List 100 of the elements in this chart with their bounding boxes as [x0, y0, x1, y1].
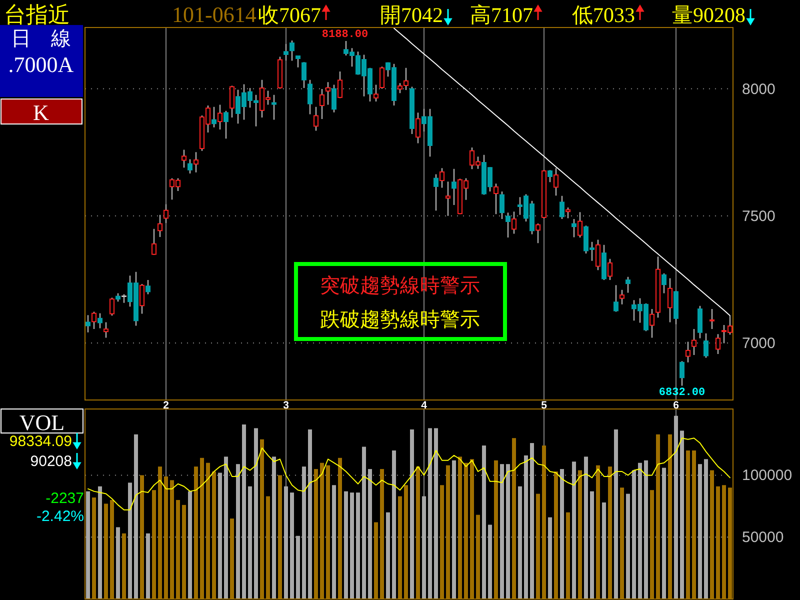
candlestick	[110, 297, 114, 316]
chart-subtitle: 101-0614	[172, 2, 256, 27]
candlestick	[494, 183, 498, 215]
text: 收7067	[258, 3, 321, 27]
bar	[242, 424, 246, 599]
x-tick-label: 6	[673, 400, 680, 412]
x-tick-label: 5	[541, 400, 548, 412]
text: -2237	[46, 490, 84, 507]
bar	[572, 462, 576, 599]
candlestick	[290, 40, 294, 62]
candlestick	[140, 284, 144, 314]
candlestick	[98, 312, 102, 329]
y-tick-label: 50000	[742, 529, 784, 546]
bar	[506, 464, 510, 599]
bar	[488, 524, 492, 599]
bar	[644, 460, 648, 599]
candlestick	[320, 88, 324, 120]
bar	[128, 482, 132, 599]
y-tick-label: 7500	[742, 208, 776, 225]
text: 日 線	[11, 28, 71, 50]
candlestick	[224, 110, 228, 140]
candlestick	[332, 84, 336, 113]
candlestick	[86, 314, 90, 333]
bar	[284, 486, 288, 599]
bar	[86, 491, 90, 599]
candlestick	[314, 106, 318, 132]
candlestick	[218, 104, 222, 130]
candlestick	[698, 305, 702, 339]
bar	[350, 492, 354, 599]
bar	[428, 428, 432, 599]
bar	[524, 455, 528, 599]
candlestick	[308, 79, 312, 115]
candlestick	[626, 276, 630, 294]
candlestick	[338, 70, 342, 99]
text: K	[33, 100, 50, 125]
bar	[638, 462, 642, 599]
candlestick	[680, 360, 684, 386]
candlestick	[500, 191, 504, 220]
text: -2.42%	[36, 508, 84, 525]
candlestick	[704, 332, 708, 358]
bar	[362, 446, 366, 599]
text: 低7033	[572, 3, 635, 27]
candlestick	[560, 195, 564, 220]
x-tick-label: 3	[283, 400, 290, 412]
chart-title: 台指近	[4, 2, 70, 27]
y-tick-label: 100000	[742, 467, 792, 484]
candlestick	[668, 278, 672, 323]
bar	[98, 486, 102, 599]
candlestick	[92, 311, 96, 330]
candlestick	[146, 279, 150, 295]
candlestick	[152, 228, 156, 256]
bar	[704, 459, 708, 599]
bar	[626, 494, 630, 599]
bar	[698, 464, 702, 599]
bar	[422, 496, 426, 599]
text: 高7107	[470, 3, 533, 27]
candlestick	[716, 334, 720, 354]
text: 開7042	[380, 3, 443, 27]
candlestick	[326, 82, 330, 106]
bar	[590, 491, 594, 599]
candlestick	[230, 85, 234, 118]
candlestick	[374, 84, 378, 102]
bar	[602, 502, 606, 599]
candlestick	[506, 212, 510, 238]
bar	[332, 485, 336, 599]
candlestick	[158, 214, 162, 238]
bar	[134, 434, 138, 599]
bar	[224, 456, 228, 599]
candlestick	[194, 152, 198, 173]
text: VOL	[19, 410, 65, 435]
bar	[248, 486, 252, 599]
candlestick	[434, 174, 438, 212]
x-tick-label: 4	[421, 400, 428, 412]
candlestick	[614, 284, 618, 312]
bar	[218, 472, 222, 599]
candlestick	[446, 181, 450, 216]
bar	[290, 492, 294, 599]
candlestick	[212, 106, 216, 128]
candlestick	[272, 94, 276, 120]
bar	[518, 486, 522, 599]
annotation: 6832.00	[658, 387, 706, 399]
bar	[386, 512, 390, 599]
candlestick	[548, 170, 552, 183]
annotation: 8188.00	[322, 29, 368, 41]
candlestick	[380, 66, 384, 90]
candlestick	[164, 204, 168, 224]
candlestick	[104, 322, 108, 338]
bar	[680, 430, 684, 599]
line-series	[88, 438, 730, 510]
bar	[272, 456, 276, 599]
candlestick	[566, 207, 570, 219]
bar	[296, 536, 300, 599]
annotation: 跌破趨勢線時警示	[320, 309, 480, 331]
bar	[254, 428, 258, 599]
bar	[116, 527, 120, 599]
candlestick	[296, 55, 300, 68]
candlestick	[452, 168, 456, 206]
candlestick	[188, 158, 192, 174]
bar	[410, 429, 414, 599]
bar	[674, 416, 678, 599]
